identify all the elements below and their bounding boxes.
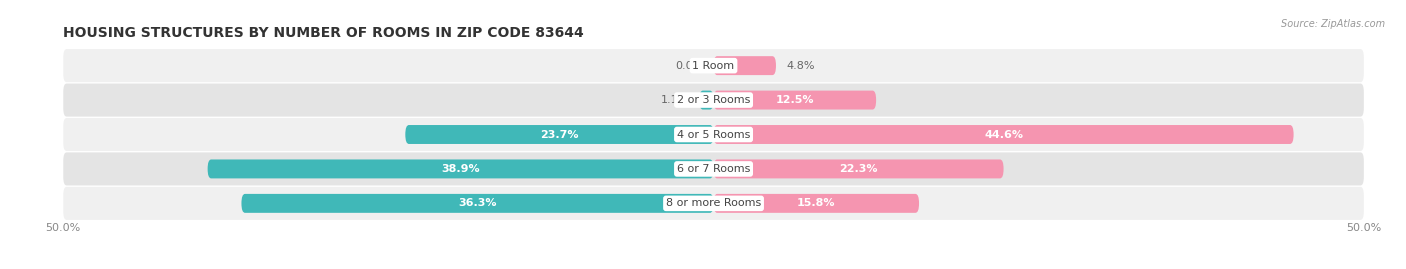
FancyBboxPatch shape [63, 118, 1364, 151]
FancyBboxPatch shape [713, 91, 876, 109]
Text: 12.5%: 12.5% [776, 95, 814, 105]
Text: 44.6%: 44.6% [984, 129, 1024, 140]
FancyBboxPatch shape [713, 160, 1004, 178]
FancyBboxPatch shape [713, 125, 1294, 144]
Text: 36.3%: 36.3% [458, 198, 496, 208]
FancyBboxPatch shape [63, 187, 1364, 220]
Text: 2 or 3 Rooms: 2 or 3 Rooms [676, 95, 751, 105]
FancyBboxPatch shape [63, 84, 1364, 116]
Text: 15.8%: 15.8% [797, 198, 835, 208]
FancyBboxPatch shape [405, 125, 713, 144]
FancyBboxPatch shape [713, 194, 920, 213]
Text: 38.9%: 38.9% [441, 164, 479, 174]
Text: 8 or more Rooms: 8 or more Rooms [666, 198, 761, 208]
Text: 1.1%: 1.1% [661, 95, 689, 105]
Text: 6 or 7 Rooms: 6 or 7 Rooms [676, 164, 751, 174]
FancyBboxPatch shape [63, 153, 1364, 185]
Text: 23.7%: 23.7% [540, 129, 579, 140]
Text: HOUSING STRUCTURES BY NUMBER OF ROOMS IN ZIP CODE 83644: HOUSING STRUCTURES BY NUMBER OF ROOMS IN… [63, 26, 583, 40]
Text: Source: ZipAtlas.com: Source: ZipAtlas.com [1281, 19, 1385, 29]
FancyBboxPatch shape [699, 91, 713, 109]
Text: 0.0%: 0.0% [675, 61, 703, 71]
FancyBboxPatch shape [63, 49, 1364, 82]
Text: 4.8%: 4.8% [786, 61, 815, 71]
FancyBboxPatch shape [208, 160, 713, 178]
FancyBboxPatch shape [242, 194, 713, 213]
Text: 1 Room: 1 Room [693, 61, 734, 71]
Text: 4 or 5 Rooms: 4 or 5 Rooms [676, 129, 751, 140]
FancyBboxPatch shape [713, 56, 776, 75]
Text: 22.3%: 22.3% [839, 164, 877, 174]
